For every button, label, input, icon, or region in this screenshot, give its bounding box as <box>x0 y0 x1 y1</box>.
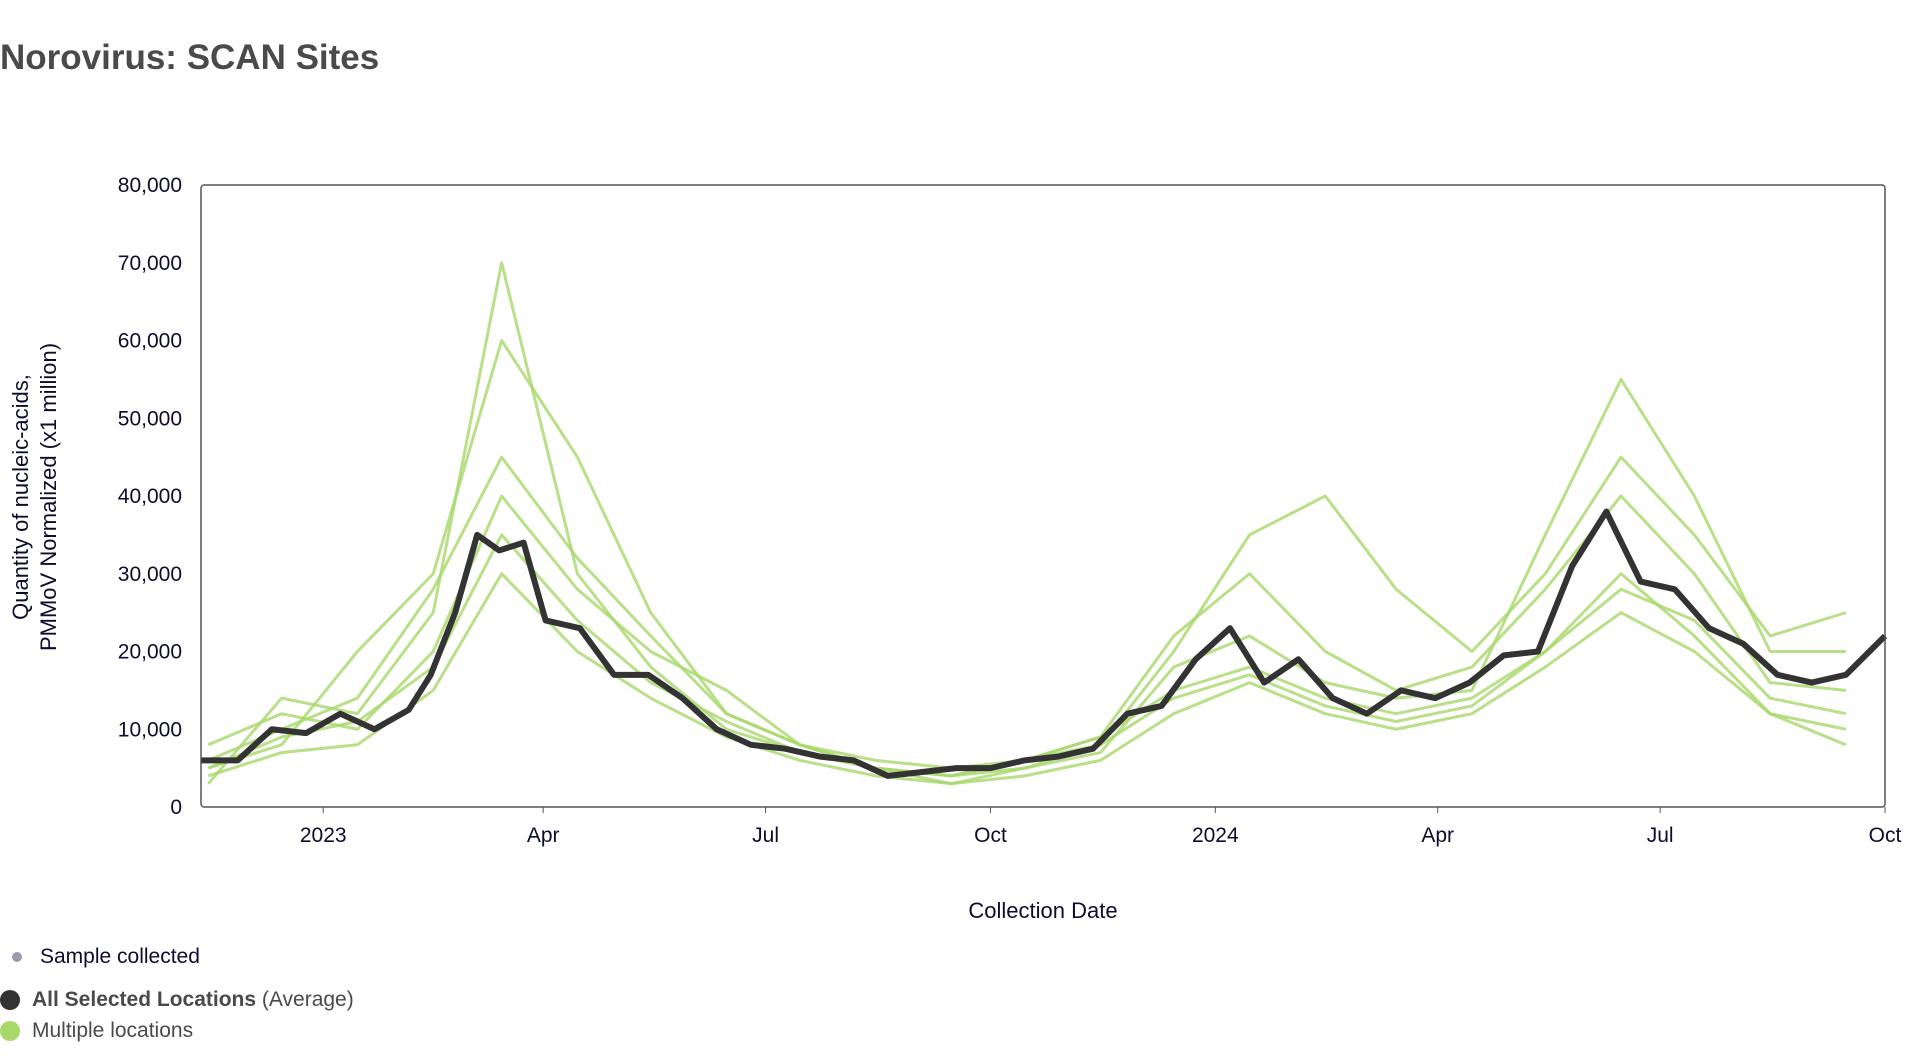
y-tick-label: 80,000 <box>118 174 182 197</box>
site-series-line-3[interactable] <box>207 494 1847 778</box>
site-series-line-6[interactable] <box>207 533 1847 778</box>
sample-dot-icon <box>12 952 22 962</box>
x-tick-label: Apr <box>527 824 560 847</box>
x-tick-label: Apr <box>1421 824 1454 847</box>
legend-average[interactable]: All Selected Locations (Average) <box>0 988 354 1012</box>
legend-sample-label: Sample collected <box>40 945 200 968</box>
chart-title: Norovirus: SCAN Sites <box>0 38 380 77</box>
x-tick-label: Oct <box>974 824 1007 847</box>
x-tick-label: 2023 <box>300 824 347 847</box>
site-series-line-1[interactable] <box>207 339 1847 778</box>
average-dot-icon <box>0 990 20 1010</box>
x-tick-label: Jul <box>1647 824 1674 847</box>
legend-sample-collected: Sample collected <box>12 945 200 969</box>
legend-sites-label: Multiple locations <box>32 1019 194 1042</box>
y-axis-label-line-2: PMMoV Normalized (x1 million) <box>36 343 61 651</box>
x-axis-label: Collection Date <box>968 898 1117 923</box>
y-tick-label: 60,000 <box>118 330 182 353</box>
y-tick-label: 50,000 <box>118 407 182 430</box>
y-tick-label: 40,000 <box>118 485 182 508</box>
y-tick-label: 10,000 <box>118 718 182 741</box>
plot-frame <box>200 184 1886 808</box>
x-tick-label: Jul <box>752 824 779 847</box>
y-tick-label: 30,000 <box>118 563 182 586</box>
x-tick-label: Oct <box>1869 824 1902 847</box>
sites-dot-icon <box>0 1021 20 1041</box>
legend-average-suffix: (Average) <box>261 988 354 1011</box>
x-tick-label: 2024 <box>1192 824 1239 847</box>
y-axis-label: Quantity of nucleic-acids, PMMoV Normali… <box>8 343 61 651</box>
legend-average-label: All Selected Locations <box>32 988 257 1011</box>
site-series-line-4[interactable] <box>207 572 1847 786</box>
legend-multiple-locations[interactable]: Multiple locations <box>0 1019 193 1043</box>
y-axis-label-line-1: Quantity of nucleic-acids, <box>8 374 33 620</box>
y-tick-label: 20,000 <box>118 641 182 664</box>
y-tick-label: 0 <box>170 796 182 819</box>
y-tick-label: 70,000 <box>118 252 182 275</box>
average-series-line[interactable] <box>201 508 1888 779</box>
